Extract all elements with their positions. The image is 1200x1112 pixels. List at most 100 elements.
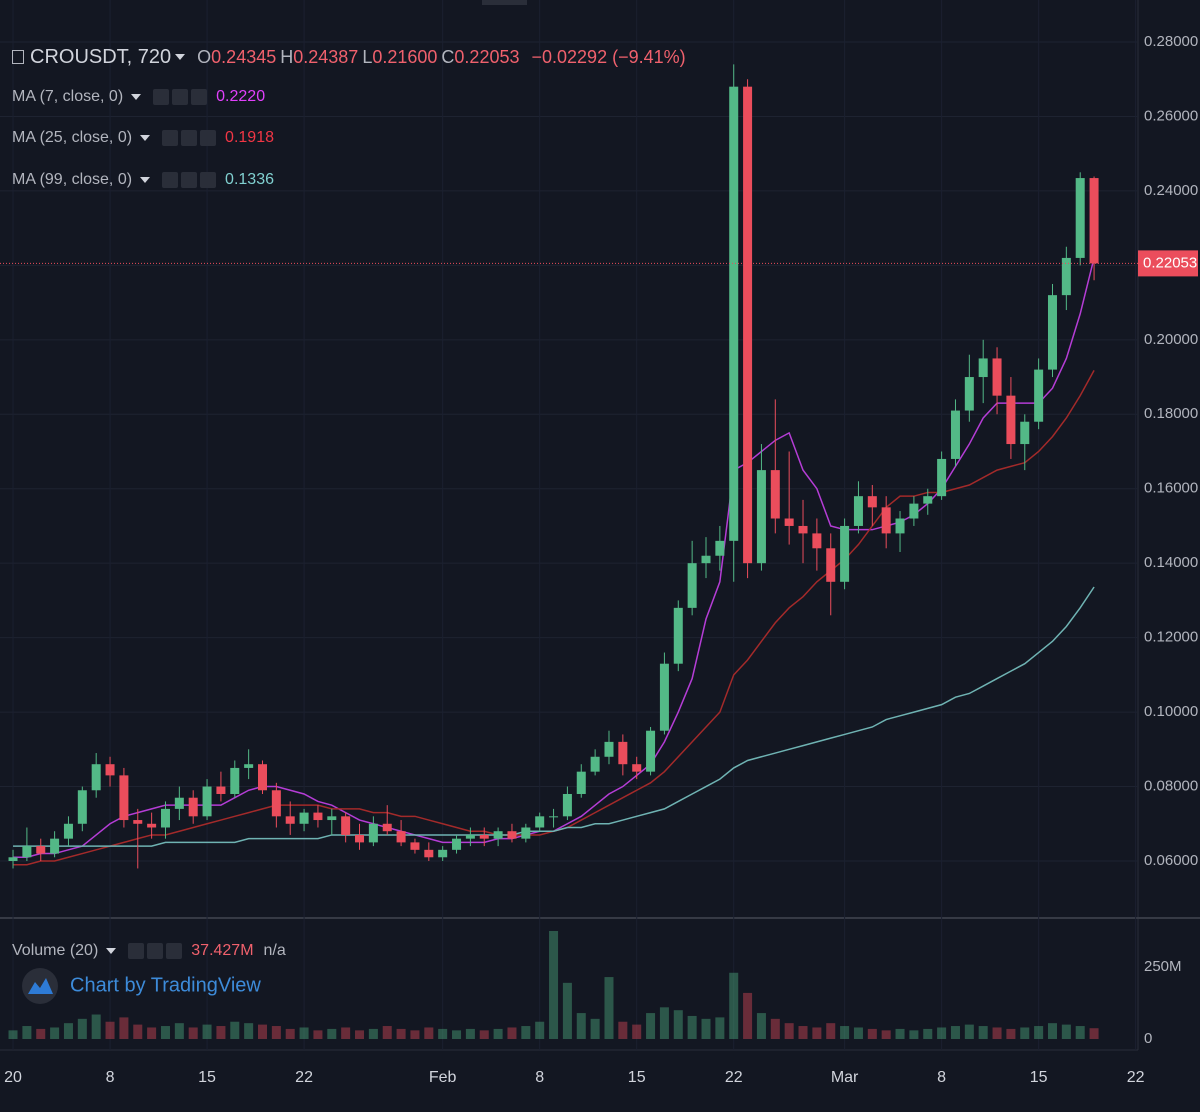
ma-line bbox=[13, 257, 1095, 859]
candle-body bbox=[230, 767, 240, 794]
candle-body bbox=[1034, 369, 1044, 422]
icon[interactable] bbox=[172, 89, 189, 105]
candle-body bbox=[382, 823, 392, 832]
candle-body bbox=[147, 823, 157, 828]
candle-body bbox=[867, 496, 877, 508]
volume-bar bbox=[493, 1028, 503, 1039]
volume-bar bbox=[632, 1024, 642, 1039]
volume-bar bbox=[341, 1027, 351, 1039]
candle-body bbox=[978, 358, 988, 378]
volume-bar bbox=[285, 1028, 295, 1039]
volume-bar bbox=[1089, 1028, 1099, 1039]
candle-body bbox=[756, 470, 766, 564]
candle-body bbox=[202, 786, 212, 817]
icon[interactable] bbox=[166, 943, 183, 959]
icon[interactable] bbox=[128, 943, 145, 959]
icon[interactable] bbox=[162, 172, 179, 188]
volume-bar bbox=[396, 1028, 406, 1039]
volume-bar bbox=[465, 1028, 475, 1039]
candle-body bbox=[313, 812, 323, 821]
dropdown[interactable] bbox=[175, 54, 186, 60]
ma-name: MA (7, close, 0) bbox=[12, 88, 124, 105]
candle-body bbox=[646, 730, 656, 772]
volume-bar bbox=[992, 1027, 1002, 1039]
x-tick-label: 8 bbox=[937, 1069, 946, 1086]
volume-bar bbox=[798, 1026, 808, 1039]
volume-bar bbox=[424, 1027, 434, 1039]
candle-body bbox=[632, 764, 642, 772]
candle-body bbox=[285, 816, 295, 824]
volume-bar bbox=[147, 1027, 157, 1039]
o-key: O bbox=[197, 46, 212, 67]
icon[interactable] bbox=[200, 130, 217, 146]
candle-body bbox=[590, 756, 600, 772]
symbol[interactable]: CROUSDT, 720 bbox=[30, 45, 172, 68]
volume-bar bbox=[119, 1017, 129, 1039]
volume-bar bbox=[327, 1028, 337, 1039]
volume-bar bbox=[867, 1028, 877, 1039]
candle-body bbox=[826, 548, 836, 582]
candle-body bbox=[452, 838, 462, 850]
dropdown[interactable] bbox=[140, 177, 151, 183]
volume-bar bbox=[812, 1027, 822, 1039]
dropdown[interactable] bbox=[106, 948, 117, 954]
candle-body bbox=[63, 823, 73, 839]
candle-body bbox=[840, 525, 850, 582]
ma-line bbox=[13, 586, 1095, 847]
volume-bar bbox=[355, 1030, 365, 1039]
logo-circle bbox=[22, 968, 58, 1004]
candle-body bbox=[687, 563, 697, 608]
y-tick-label: 0.20000 bbox=[1144, 331, 1198, 348]
candle-body bbox=[327, 816, 337, 821]
y-tick-label: 0.24000 bbox=[1144, 182, 1198, 199]
candle-body bbox=[424, 849, 434, 858]
volume-bar bbox=[438, 1028, 448, 1039]
y-tick-label: 0.16000 bbox=[1144, 480, 1198, 497]
y-tick-label: 0.08000 bbox=[1144, 778, 1198, 795]
x-tick-label: 22 bbox=[725, 1069, 743, 1086]
volume-bar bbox=[604, 977, 614, 1039]
candle-body bbox=[244, 764, 254, 768]
volume-bar bbox=[743, 992, 753, 1039]
candle-body bbox=[507, 831, 517, 839]
icon[interactable] bbox=[181, 172, 198, 188]
candle-body bbox=[937, 458, 947, 497]
ma-name: MA (99, close, 0) bbox=[12, 171, 133, 188]
volume-bar bbox=[1020, 1027, 1030, 1039]
candle-body bbox=[701, 555, 711, 564]
volume-bar bbox=[521, 1026, 531, 1039]
dropdown[interactable] bbox=[131, 94, 142, 100]
ma-name: MA (25, close, 0) bbox=[12, 129, 133, 146]
candle-body bbox=[22, 846, 32, 858]
collapse-icon[interactable] bbox=[12, 50, 24, 64]
watermark: Chart by TradingView bbox=[70, 974, 261, 996]
x-tick-label: 22 bbox=[1127, 1069, 1145, 1086]
icon[interactable] bbox=[200, 172, 217, 188]
candle-body bbox=[91, 764, 101, 791]
icon[interactable] bbox=[162, 130, 179, 146]
volume-bar bbox=[382, 1026, 392, 1039]
ma-legend: MA (25, close, 0) 0.1918 bbox=[12, 125, 278, 151]
volume-bar bbox=[701, 1018, 711, 1039]
volume-bar bbox=[299, 1027, 309, 1039]
candle-body bbox=[465, 834, 475, 839]
volume-bar bbox=[826, 1023, 836, 1039]
ma-value: 0.1918 bbox=[225, 129, 274, 146]
volume-tick-label: 0 bbox=[1144, 1030, 1152, 1047]
volume-bar bbox=[1034, 1026, 1044, 1039]
icon[interactable] bbox=[181, 130, 198, 146]
volume-bar bbox=[853, 1027, 863, 1039]
icon[interactable] bbox=[153, 89, 170, 105]
icon[interactable] bbox=[191, 89, 208, 105]
last-price-label: 0.22053 bbox=[1143, 254, 1197, 271]
volume-bar bbox=[8, 1030, 18, 1039]
candle-body bbox=[576, 771, 586, 794]
volume-bar bbox=[244, 1023, 254, 1039]
c-value: 0.22053 bbox=[454, 46, 520, 67]
volume-bar bbox=[1075, 1026, 1085, 1039]
y-tick-label: 0.12000 bbox=[1144, 629, 1198, 646]
icon[interactable] bbox=[147, 943, 164, 959]
dropdown[interactable] bbox=[140, 135, 151, 141]
